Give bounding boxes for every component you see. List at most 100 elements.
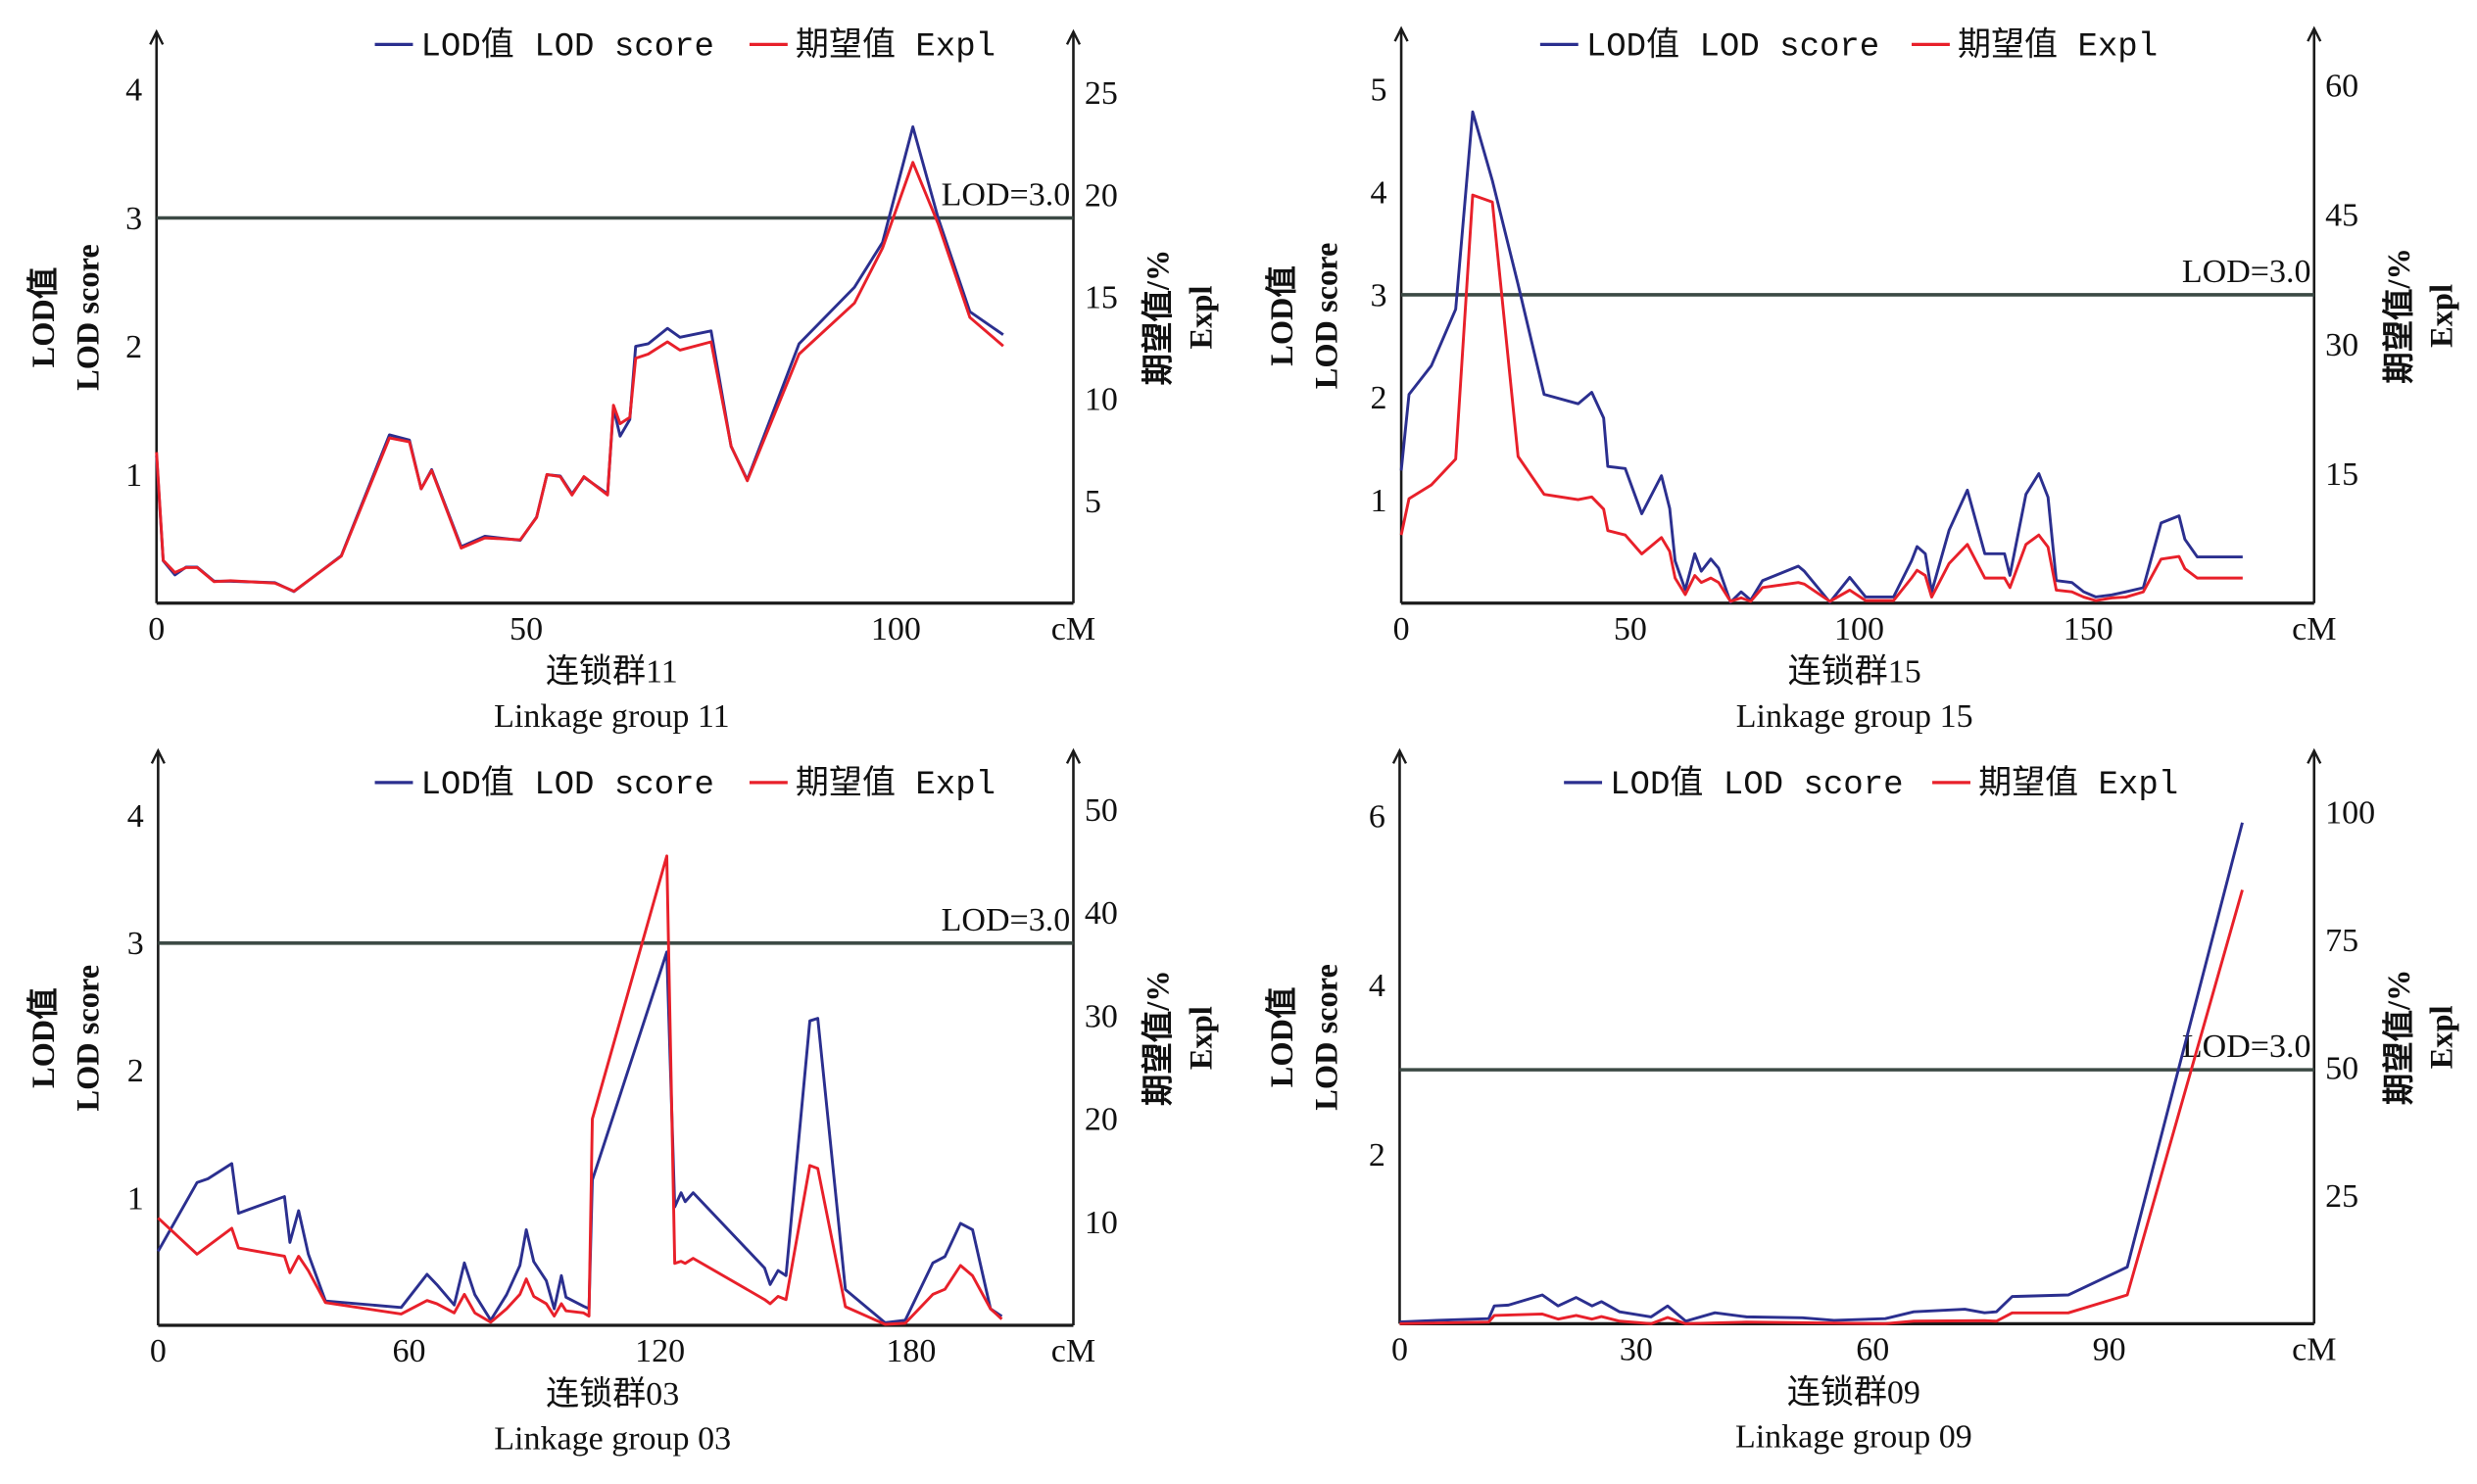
- axis-arrow-icon: [150, 747, 166, 764]
- right-y-tick-label: 60: [2325, 69, 2358, 105]
- left-y-tick-label: 1: [1370, 483, 1386, 519]
- left-y-tick-label: 4: [1369, 968, 1385, 1004]
- threshold-label: LOD=3.0: [2182, 254, 2311, 290]
- x-tick-label: 0: [1391, 1332, 1408, 1368]
- left-y-tick-label: 3: [125, 201, 142, 237]
- legend-item-lod: LOD值 LOD score: [1564, 764, 1904, 804]
- right-y-axis-title: 期望值/%: [2381, 248, 2417, 384]
- expl-line: [157, 854, 1003, 1326]
- legend-item-expl: 期望值 Expl: [749, 26, 996, 67]
- left-y-tick-label: 4: [1370, 174, 1386, 211]
- left-y-axis-title: LOD值: [25, 987, 62, 1088]
- left-y-tick-label: 1: [125, 457, 142, 494]
- x-tick-label: 50: [1614, 611, 1647, 647]
- axis-arrow-icon: [1065, 747, 1082, 764]
- left-y-axis-title: LOD值: [1264, 265, 1300, 366]
- x-unit-label: cM: [1051, 1333, 1095, 1369]
- right-y-tick-label: 15: [2325, 456, 2358, 493]
- left-y-tick-label: 2: [1370, 380, 1386, 416]
- legend-label: 期望值 Expl: [796, 26, 996, 67]
- right-y-axis-title: Expl: [1184, 1006, 1219, 1070]
- legend-label: 期望值 Expl: [796, 764, 996, 804]
- right-y-tick-label: 45: [2325, 198, 2358, 234]
- chart-title-en: Linkage group 11: [494, 698, 730, 735]
- axis-arrow-icon: [1391, 747, 1408, 764]
- right-y-axis-title: 期望值/%: [1141, 970, 1177, 1106]
- chart-title-cn: 连锁群03: [546, 1375, 679, 1412]
- left-y-tick-label: 3: [1370, 277, 1386, 313]
- left-y-tick-label: 1: [127, 1180, 144, 1217]
- legend-item-expl: 期望值 Expl: [1912, 26, 2158, 67]
- axis-arrow-icon: [2307, 25, 2322, 42]
- chart-panel-4: LOD=3.0 2 4 6 25 50 75 100 0 30 60 90 cM 连锁群09 Linkage…: [1264, 747, 2460, 1456]
- chart-panel-3: LOD=3.0 1 2 3 4 10 20 30 40 50 0 60 120 180 cM 连锁群03 Lin…: [25, 747, 1219, 1457]
- left-y-axis-title: LOD score: [1309, 964, 1344, 1111]
- left-y-tick-label: 3: [127, 926, 144, 962]
- x-tick-label: 50: [510, 611, 543, 647]
- legend-item-lod: LOD值 LOD score: [374, 26, 714, 67]
- legend-label: 期望值 Expl: [1958, 26, 2158, 67]
- lod-score-line: [157, 950, 1003, 1324]
- lod-score-line: [155, 125, 1004, 594]
- legend-item-expl: 期望值 Expl: [749, 764, 996, 804]
- x-tick-label: 120: [635, 1333, 685, 1369]
- right-y-tick-label: 25: [2325, 1178, 2358, 1215]
- x-unit-label: cM: [2292, 611, 2336, 647]
- right-y-tick-label: 10: [1085, 382, 1118, 418]
- chart-title-en: Linkage group 03: [494, 1420, 731, 1457]
- left-y-tick-label: 4: [127, 798, 144, 835]
- threshold-label: LOD=3.0: [942, 902, 1071, 938]
- left-y-axis-title: LOD score: [72, 244, 107, 391]
- right-y-tick-label: 20: [1085, 1102, 1118, 1138]
- x-tick-label: 180: [886, 1333, 936, 1369]
- x-tick-label: 100: [871, 611, 921, 647]
- left-y-axis-title: LOD score: [72, 965, 107, 1112]
- legend-label: LOD值 LOD score: [1610, 764, 1903, 804]
- right-y-tick-label: 75: [2325, 923, 2358, 959]
- threshold-label: LOD=3.0: [942, 177, 1071, 214]
- right-y-tick-label: 30: [1085, 998, 1118, 1034]
- legend-item-expl: 期望值 Expl: [1932, 764, 2178, 804]
- x-tick-label: 0: [148, 611, 165, 647]
- right-y-axis-title: 期望值/%: [2381, 970, 2417, 1106]
- left-y-tick-label: 2: [1369, 1137, 1385, 1173]
- legend-label: 期望值 Expl: [1978, 764, 2178, 804]
- right-y-tick-label: 30: [2325, 327, 2358, 363]
- lod-score-line: [1399, 822, 2244, 1324]
- expl-line: [1399, 193, 2243, 603]
- right-y-tick-label: 25: [1085, 75, 1118, 112]
- x-unit-label: cM: [1051, 611, 1095, 647]
- right-y-tick-label: 10: [1085, 1205, 1118, 1241]
- legend-label: LOD值 LOD score: [1586, 26, 1879, 67]
- x-tick-label: 0: [150, 1333, 167, 1369]
- axis-arrow-icon: [1065, 28, 1082, 45]
- x-tick-label: 30: [1620, 1332, 1653, 1368]
- right-y-axis-title: Expl: [1184, 286, 1219, 350]
- axis-arrow-icon: [149, 28, 165, 45]
- x-unit-label: cM: [2292, 1332, 2336, 1368]
- right-y-tick-label: 20: [1085, 177, 1118, 214]
- threshold-label: LOD=3.0: [2182, 1029, 2311, 1065]
- left-y-tick-label: 2: [125, 329, 142, 365]
- left-y-axis-title: LOD score: [1309, 243, 1344, 390]
- x-tick-label: 0: [1393, 611, 1410, 647]
- expl-line: [1399, 889, 2244, 1325]
- left-y-axis-title: LOD值: [1264, 987, 1300, 1088]
- right-y-tick-label: 5: [1085, 484, 1101, 520]
- legend-item-lod: LOD值 LOD score: [1539, 26, 1879, 67]
- lod-score-line: [1399, 110, 2243, 604]
- right-y-axis-title: 期望值/%: [1141, 250, 1177, 386]
- left-y-tick-label: 2: [127, 1053, 144, 1089]
- right-y-tick-label: 100: [2325, 794, 2375, 831]
- left-y-tick-label: 4: [125, 72, 142, 109]
- right-y-tick-label: 50: [1085, 792, 1118, 829]
- chart-title-cn: 连锁群11: [546, 653, 678, 691]
- chart-title-cn: 连锁群15: [1788, 653, 1921, 691]
- chart-title-en: Linkage group 15: [1736, 698, 1973, 735]
- right-y-tick-label: 15: [1085, 280, 1118, 316]
- left-y-tick-label: 6: [1369, 798, 1385, 835]
- x-tick-label: 60: [1856, 1332, 1889, 1368]
- legend-item-lod: LOD值 LOD score: [374, 764, 714, 804]
